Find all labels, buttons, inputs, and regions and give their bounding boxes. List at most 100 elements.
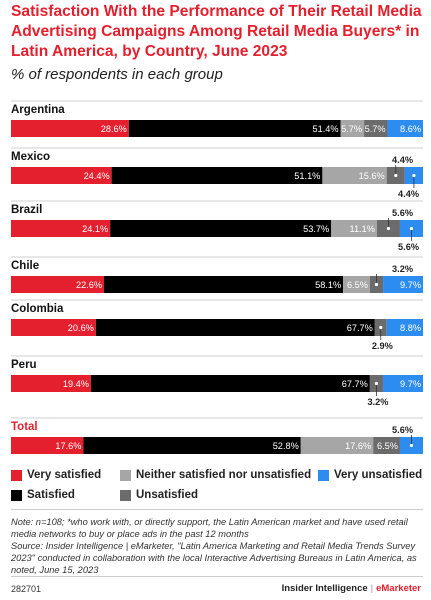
data-label: 67.7% xyxy=(342,379,368,389)
legend-label: Very unsatisfied xyxy=(334,469,423,481)
data-label: 51.4% xyxy=(313,124,339,134)
callout-dot xyxy=(409,226,414,231)
callout-label: 5.6% xyxy=(392,425,413,435)
legend-label: Very satisfied xyxy=(27,469,102,481)
segment-very-satisfied xyxy=(11,375,91,392)
data-label: 53.7% xyxy=(303,224,329,234)
segment-satisfied xyxy=(128,120,341,137)
segment-neither xyxy=(322,167,387,184)
data-label: 28.6% xyxy=(101,124,127,134)
legend-swatch xyxy=(11,469,22,481)
segment-unsatisfied xyxy=(364,120,388,137)
chart-subtitle: % of respondents in each group xyxy=(11,66,223,83)
data-label: 6.5% xyxy=(347,280,368,290)
data-label: 58.1% xyxy=(315,280,341,290)
segment-very-unsatisfied xyxy=(386,319,423,336)
segment-satisfied xyxy=(83,437,301,454)
data-label: 8.6% xyxy=(400,124,421,134)
category-label: Argentina xyxy=(11,104,65,116)
brand-insider-intelligence: Insider Intelligence xyxy=(281,583,368,594)
category-label: Peru xyxy=(11,359,37,371)
segment-very-satisfied xyxy=(11,120,129,137)
legend-swatch xyxy=(11,489,22,501)
legend-item-unsatisfied: Unsatisfied xyxy=(120,489,198,501)
callout-label: 4.4% xyxy=(392,155,413,165)
data-label: 19.4% xyxy=(63,379,89,389)
legend: Very satisfied Neither satisfied nor uns… xyxy=(11,469,423,505)
segment-neither xyxy=(340,120,365,137)
data-label: 11.1% xyxy=(350,224,375,234)
legend-swatch xyxy=(120,489,131,501)
data-label: 24.4% xyxy=(84,171,110,181)
legend-label: Unsatisfied xyxy=(136,489,198,501)
segment-satisfied xyxy=(90,375,370,392)
data-label: 15.6% xyxy=(359,171,385,181)
legend-item-very-satisfied: Very satisfied xyxy=(11,469,101,481)
callout-dot xyxy=(374,381,379,386)
data-label: 51.1% xyxy=(294,171,320,181)
callout-label: 3.2% xyxy=(392,264,413,274)
data-label: 24.1% xyxy=(82,224,108,234)
segment-neither xyxy=(343,276,370,293)
chart-id: 282701 xyxy=(11,584,42,594)
segment-very-satisfied xyxy=(11,167,112,184)
callout-dot xyxy=(374,282,379,287)
callout-label: 4.4% xyxy=(398,189,419,199)
chart-title: Satisfaction With the Performance of The… xyxy=(11,3,422,60)
segment-very-satisfied xyxy=(11,276,105,293)
data-label: 22.6% xyxy=(76,280,102,290)
legend-swatch xyxy=(318,469,329,481)
brand-footer: Insider Intelligence | eMarketer xyxy=(282,583,421,594)
brand-separator: | xyxy=(370,583,374,594)
segment-very-satisfied xyxy=(11,220,111,237)
callout-dot xyxy=(409,443,414,448)
data-label: 9.7% xyxy=(400,379,421,389)
segment-very-unsatisfied xyxy=(383,375,423,392)
segment-neither xyxy=(300,437,374,454)
data-label: 17.6% xyxy=(345,441,371,451)
segment-satisfied xyxy=(110,220,332,237)
data-label: 67.7% xyxy=(347,323,373,333)
segment-very-unsatisfied xyxy=(387,120,423,137)
segment-very-unsatisfied xyxy=(383,276,423,293)
category-label: Colombia xyxy=(11,303,64,315)
legend-label: Satisfied xyxy=(27,489,75,501)
callout-label: 2.9% xyxy=(372,341,393,351)
callout-label: 5.6% xyxy=(392,208,413,218)
segment-satisfied xyxy=(95,319,375,336)
category-label: Chile xyxy=(11,260,39,272)
callout-label: 3.2% xyxy=(367,397,388,407)
data-label: 5.7% xyxy=(341,124,362,134)
data-label: 6.5% xyxy=(377,441,398,451)
data-label: 20.6% xyxy=(68,323,94,333)
legend-swatch xyxy=(120,469,131,481)
category-label: Mexico xyxy=(11,151,50,163)
segment-unsatisfied xyxy=(373,437,400,454)
data-label: 8.8% xyxy=(400,323,421,333)
segment-very-satisfied xyxy=(11,437,84,454)
data-label: 52.8% xyxy=(273,441,299,451)
data-label: 9.7% xyxy=(400,280,421,290)
segment-neither xyxy=(331,220,377,237)
segment-satisfied xyxy=(111,167,323,184)
brand-emarketer: eMarketer xyxy=(376,583,421,594)
legend-label: Neither satisfied nor unsatisfied xyxy=(136,469,312,481)
legend-item-neither: Neither satisfied nor unsatisfied xyxy=(120,469,311,481)
chart-note: Note: n=108; *who work with, or directly… xyxy=(11,517,417,575)
category-label: Total xyxy=(11,421,38,433)
segment-satisfied xyxy=(104,276,344,293)
callout-dot xyxy=(394,173,398,178)
data-label: 17.6% xyxy=(55,441,81,451)
callout-label: 5.6% xyxy=(398,242,419,252)
callout-dot xyxy=(386,226,391,231)
legend-item-very-unsatisfied: Very unsatisfied xyxy=(318,469,422,481)
divider xyxy=(11,509,423,510)
data-label: 5.7% xyxy=(365,124,386,134)
callout-dot xyxy=(379,325,383,330)
divider xyxy=(11,576,423,577)
legend-item-satisfied: Satisfied xyxy=(11,489,75,501)
segment-very-satisfied xyxy=(11,319,96,336)
category-label: Brazil xyxy=(11,204,42,216)
callout-dot xyxy=(412,173,416,178)
